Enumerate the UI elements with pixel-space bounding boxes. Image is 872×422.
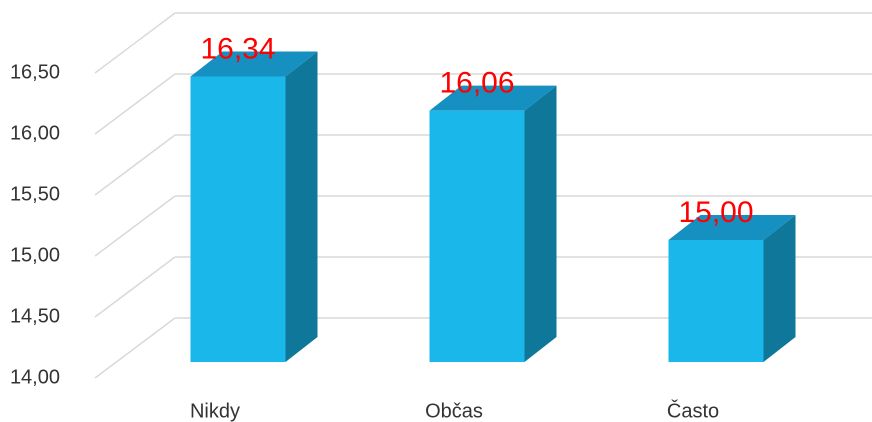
bar-top [190,51,318,77]
bar-side [285,51,318,363]
grid-line [94,12,176,74]
y-tick-label: 15,00 [10,244,60,266]
bar [429,110,525,363]
bar [668,240,764,362]
x-tick-label: Často [667,399,719,422]
x-tick-label: Nikdy [190,400,240,422]
y-tick-label: 15,50 [10,183,60,205]
x-tick-label: Občas [425,400,483,422]
bar-top [668,215,796,240]
bar [190,76,286,363]
bar-top [429,85,557,111]
y-tick-label: 16,50 [10,61,60,83]
value-label: 16,34 [200,32,275,65]
grid-line [94,256,176,318]
grid-line [94,317,176,379]
bar-side [524,85,557,363]
bar-side [763,215,796,362]
value-label: 16,06 [439,67,514,100]
y-tick-label: 16,00 [10,122,60,144]
y-tick-label: 14,50 [10,305,60,327]
grid-line [94,195,176,257]
grid-line [94,73,176,135]
y-tick-label: 14,00 [10,366,60,388]
value-label: 15,00 [678,196,753,229]
grid-line [94,134,176,196]
